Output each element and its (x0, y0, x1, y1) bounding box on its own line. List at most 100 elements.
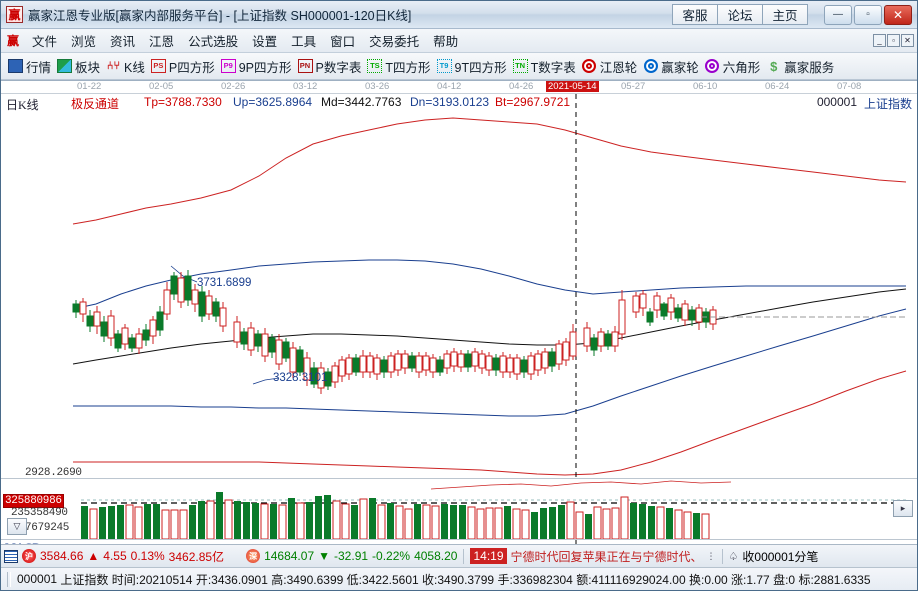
toolbar: 行情 板块 ⑃⑂ K线 PS P四方形 P9 9P四方形 PN P数字表 TS … (1, 53, 917, 80)
toolbar-p-number-table-label: P数字表 (315, 60, 362, 75)
tick-detail-label[interactable]: 收000001分笔 (742, 549, 819, 564)
toolbar-hexagon[interactable]: 六角形 (703, 55, 765, 78)
indicator-name: 极反通道 (71, 97, 120, 111)
volume-panel[interactable]: 325880986 235358490 7679245 ▽ ▸ (1, 478, 917, 539)
menu-item-gann[interactable]: 江恩 (149, 35, 175, 49)
menu-item-formula-stock-pick[interactable]: 公式选股 (188, 35, 239, 49)
quotes-grid-icon[interactable] (4, 549, 18, 563)
chart-area[interactable]: 01-22 02-05 02-26 03-12 03-26 04-12 04-2… (1, 80, 917, 544)
data-bar-grip (7, 571, 11, 587)
date-label-selected: 2021-05-14 (546, 81, 599, 92)
macd-dea-value: DEA=-2.44 (161, 543, 220, 544)
toolbar-9t-square[interactable]: T9 9T四方形 (435, 55, 511, 78)
data-bar-amount: 额:411116929024.00 (576, 572, 686, 587)
toolbar-kline-label: K线 (124, 60, 145, 75)
toolbar-winner-service[interactable]: $ 赢家服务 (764, 55, 838, 78)
date-label: 07-08 (837, 81, 862, 92)
kline-svg (72, 94, 907, 478)
toolbar-gann-wheel[interactable]: 江恩轮 (580, 55, 642, 78)
scroll-down-button[interactable]: ▽ (7, 518, 27, 535)
data-bar-code: 000001 (17, 572, 58, 586)
toolbar-p-number-table[interactable]: PN P数字表 (296, 55, 366, 78)
toolbar-hexagon-label: 六角形 (722, 60, 761, 75)
title-bar: 赢 赢家江恩专业版[赢家内部服务平台] - [上证指数 SH000001-120… (1, 1, 917, 29)
symbol-name: 上证指数 (863, 97, 912, 111)
date-label: 04-26 (509, 81, 534, 92)
toolbar-9t-square-label: 9T四方形 (454, 60, 507, 75)
pn-box-icon: PN (297, 59, 313, 73)
data-bar-high: 高:3490.6399 (271, 572, 344, 587)
toolbar-kline[interactable]: ⑃⑂ K线 (104, 55, 149, 78)
toolbar-gann-wheel-label: 江恩轮 (599, 60, 638, 75)
ps-box-icon: PS (150, 59, 166, 73)
forum-button[interactable]: 论坛 (717, 4, 763, 25)
blue-ring-icon (643, 59, 658, 73)
date-label: 02-26 (221, 81, 246, 92)
toolbar-winner-wheel[interactable]: 赢家轮 (641, 55, 703, 78)
data-bar-benchmark: 标:2881.6335 (798, 572, 871, 587)
menu-item-browse[interactable]: 浏览 (71, 35, 97, 49)
child-minimize-button[interactable]: _ (873, 34, 886, 47)
toolbar-p-square[interactable]: PS P四方形 (149, 55, 219, 78)
status-bar: 沪 3584.66 ▲ 4.55 0.13% 3462.85亿 深 14684.… (1, 544, 917, 567)
shenzhen-index-percent: -0.22% (372, 549, 411, 563)
toolbar-quotes[interactable]: 行情 (6, 55, 55, 78)
child-maximize-button[interactable]: ▫ (887, 34, 900, 47)
minimize-button[interactable]: — (824, 4, 852, 25)
toolbar-9p-square-label: 9P四方形 (238, 60, 292, 75)
grid-icon (8, 59, 23, 73)
date-label: 03-26 (365, 81, 390, 92)
menu-item-trade-entrust[interactable]: 交易委托 (369, 35, 420, 49)
shanghai-index-value: 3584.66 (40, 549, 84, 563)
kline-panel[interactable]: 日K线 极反通道 Tp=3788.7330 Up=3625.8964 Md=34… (1, 94, 917, 479)
macd-svg (575, 540, 577, 544)
data-bar-open: 开:3436.0901 (195, 572, 268, 587)
menu-item-file[interactable]: 文件 (32, 35, 58, 49)
volume-axis-low: 7679245 (25, 522, 70, 534)
target-ring-icon (582, 59, 597, 73)
p9-box-icon: P9 (220, 59, 236, 73)
hexagon-ring-icon (705, 59, 720, 73)
tn-box-icon: TN (512, 59, 528, 73)
symbol-code: 000001 (816, 95, 857, 109)
status-divider (463, 548, 465, 564)
volume-axis-current: 325880986 (3, 494, 64, 508)
scroll-right-button[interactable]: ▸ (893, 500, 913, 517)
toolbar-sector[interactable]: 板块 (55, 55, 104, 78)
shenzhen-index-value: 14684.07 (264, 549, 315, 563)
homepage-button[interactable]: 主页 (762, 4, 808, 25)
data-bar: 000001 上证指数 时间:20210514 开:3436.0901 高:34… (1, 567, 917, 590)
menu-item-news[interactable]: 资讯 (110, 35, 136, 49)
data-bar-close: 收:3490.3799 (422, 572, 495, 587)
menu-item-tools[interactable]: 工具 (291, 35, 317, 49)
shenzhen-index-change: -32.91 (334, 549, 369, 563)
toolbar-t-number-table[interactable]: TN T数字表 (511, 55, 580, 78)
data-bar-time: 时间:20210514 (111, 572, 193, 587)
menu-item-window[interactable]: 窗口 (330, 35, 356, 49)
close-button[interactable]: ✕ (884, 4, 912, 25)
date-label: 04-12 (437, 81, 462, 92)
child-window-controls: _ ▫ ✕ (873, 34, 914, 47)
indicator-param-md: Md=3442.7763 (321, 95, 402, 109)
ticker-headline[interactable]: 宁德时代回复苹果正在与宁德时代、 (510, 549, 703, 564)
menu-item-help[interactable]: 帮助 (433, 35, 459, 49)
blocks-icon (57, 59, 73, 73)
child-close-button[interactable]: ✕ (901, 34, 914, 47)
menu-logo-icon: 赢 (6, 34, 19, 48)
customer-service-button[interactable]: 客服 (672, 4, 718, 25)
indicator-param-bt: Bt=2967.9721 (495, 95, 571, 109)
window-controls: — ▫ ✕ (822, 4, 912, 25)
menu-item-settings[interactable]: 设置 (252, 35, 278, 49)
shanghai-index-change: 4.55 (103, 549, 127, 563)
ticker-scroll-handle[interactable]: ⋮ (706, 550, 716, 561)
maximize-button[interactable]: ▫ (854, 4, 882, 25)
toolbar-winner-service-label: 赢家服务 (784, 60, 835, 75)
toolbar-t-square-label: T四方形 (385, 60, 431, 75)
date-axis: 01-22 02-05 02-26 03-12 03-26 04-12 04-2… (1, 81, 917, 94)
toolbar-winner-wheel-label: 赢家轮 (661, 60, 699, 75)
toolbar-9p-square[interactable]: P9 9P四方形 (219, 55, 296, 78)
toolbar-t-square[interactable]: TS T四方形 (365, 55, 434, 78)
volume-svg (81, 480, 906, 539)
indicator-param-dn: Dn=3193.0123 (410, 95, 490, 109)
macd-panel[interactable]: MACD DIF=0.21 DEA=-2.44 MACD=5.28 52.12 … (1, 539, 917, 544)
